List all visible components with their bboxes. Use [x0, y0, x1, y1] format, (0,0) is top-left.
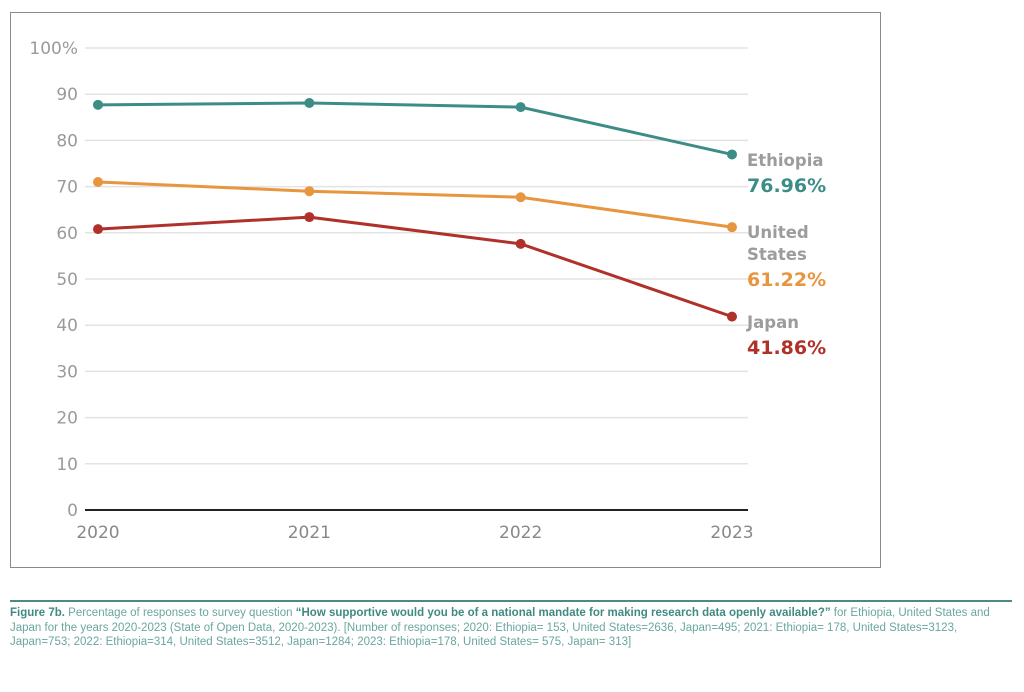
chart-frame: [10, 12, 881, 568]
data-point: [727, 222, 737, 233]
y-tick-label: 100%: [29, 39, 78, 59]
figure-caption: Figure 7b. Percentage of responses to su…: [10, 606, 1015, 650]
data-point: [304, 212, 315, 223]
x-tick-label: 2020: [76, 523, 119, 543]
data-point: [515, 102, 526, 113]
data-point: [727, 149, 737, 160]
line-chart: 0 10 20 30 40 50 60 70 80 90 100% 2020 2021 2022 2023 E…: [29, 39, 826, 543]
series-name-label: Ethiopia: [747, 151, 824, 170]
x-tick-label: 2021: [288, 523, 331, 543]
series-line: [97, 101, 733, 156]
y-tick-label: 20: [56, 409, 78, 429]
data-point: [93, 99, 103, 110]
series-end-value: 76.96%: [747, 175, 826, 197]
caption-lead: Percentage of responses to survey questi…: [64, 607, 296, 619]
y-tick-label: 40: [56, 316, 78, 336]
y-tick-label: 50: [56, 270, 78, 290]
series-name-label: United: [747, 223, 809, 242]
data-point: [304, 97, 315, 108]
series-name-label: States: [747, 245, 807, 264]
caption-details: for Ethiopia, United States and Japan fo…: [10, 607, 990, 648]
y-tick-label: 80: [56, 131, 78, 151]
figure-number: Figure 7b.: [10, 607, 65, 619]
y-tick-label: 30: [56, 362, 78, 382]
x-tick-label: 2022: [499, 523, 542, 543]
data-point: [515, 238, 526, 249]
y-tick-label: 10: [56, 455, 78, 475]
series-line: [97, 180, 733, 229]
data-point: [515, 192, 526, 203]
series-name-label: Japan: [746, 313, 799, 332]
data-point: [727, 311, 737, 322]
series-line: [97, 215, 733, 319]
y-tick-label: 60: [56, 224, 78, 244]
series-end-value: 61.22%: [747, 269, 826, 291]
y-tick-label: 70: [56, 178, 78, 198]
survey-question: “How supportive would you be of a nation…: [295, 607, 831, 619]
data-point: [93, 176, 103, 187]
y-tick-label: 90: [56, 85, 78, 105]
data-point: [304, 186, 315, 197]
y-tick-label: 0: [67, 501, 78, 521]
x-tick-label: 2023: [710, 523, 753, 543]
series-end-value: 41.86%: [747, 337, 826, 359]
caption-divider: [10, 600, 1012, 602]
data-point: [93, 224, 103, 235]
